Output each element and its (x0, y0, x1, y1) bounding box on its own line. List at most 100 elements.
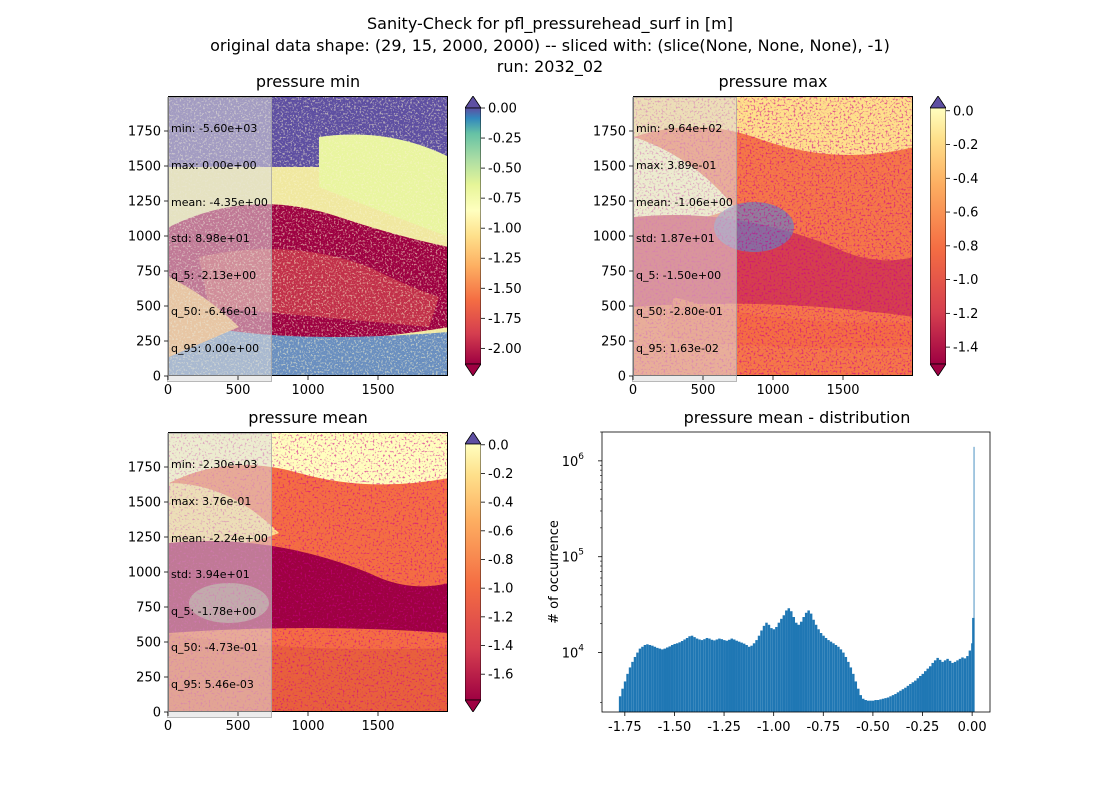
histogram-bar (914, 680, 917, 712)
histogram-bar (730, 638, 733, 712)
y-tick-label: 1750 (128, 125, 161, 140)
hist-x-tick-label: -0.50 (856, 720, 890, 735)
stat-q5: q_5: -2.13e+00 (171, 268, 257, 282)
histogram-bar (762, 625, 766, 712)
histogram-bar (941, 661, 944, 712)
colorbar-extend-top (930, 96, 946, 109)
histogram-bar (797, 624, 800, 712)
y-tick-label: 0 (618, 370, 626, 385)
colorbar-pressure-max (930, 96, 946, 376)
histogram-bar (767, 624, 771, 712)
histogram-bar (787, 608, 791, 712)
stat-q50: q_50: -4.73e-01 (171, 641, 258, 655)
histogram-bar (847, 661, 850, 712)
colorbar-tick-label: 0.0 (488, 438, 509, 453)
y-tick-label: 1500 (593, 160, 626, 175)
histogram-bar (636, 652, 639, 712)
hist-y-tick-label: 104 (562, 644, 585, 662)
histogram-bar (874, 700, 877, 712)
figure-title-line-2: original data shape: (29, 15, 2000, 2000… (210, 36, 890, 55)
histogram-bar (822, 635, 825, 712)
stat-q5: q_5: -1.50e+00 (636, 268, 722, 282)
histogram-bar (755, 640, 758, 712)
histogram-bar (852, 673, 855, 712)
histogram-bar (675, 643, 679, 712)
y-tick-label: 500 (136, 300, 161, 315)
histogram-bar (752, 643, 756, 712)
colorbar-tick-label: 0.00 (488, 102, 517, 117)
hist-y-tick-label: 105 (562, 548, 584, 566)
colorbar-tick-label: -1.75 (488, 312, 522, 327)
histogram-bar (732, 639, 736, 712)
y-tick-label: 1750 (593, 125, 626, 140)
histogram-bar (777, 622, 781, 712)
colorbar-tick-label: -0.6 (953, 206, 978, 221)
x-tick-label: 1500 (361, 719, 394, 734)
stat-q50: q_50: -2.80e-01 (636, 305, 723, 319)
histogram-bar (896, 692, 900, 712)
histogram-bar (933, 660, 937, 712)
y-tick-label: 750 (136, 265, 161, 280)
histogram-bar (886, 697, 890, 712)
hist-x-tick-label: -0.75 (806, 720, 840, 735)
colorbar-tick-label: -1.2 (488, 610, 513, 625)
colorbar-tick-label: -0.75 (488, 192, 522, 207)
histogram-bar (735, 640, 738, 712)
y-tick-label: 500 (136, 636, 161, 651)
colorbar-bar (465, 107, 481, 365)
histogram-bar (747, 646, 751, 712)
y-tick-label: 1250 (128, 531, 161, 546)
hist-x-tick-label: -1.50 (658, 720, 692, 735)
colorbar-tick-label: -0.6 (488, 524, 513, 539)
histogram-frame (601, 431, 991, 713)
histogram-bar (919, 675, 922, 712)
colorbar-extend-top (465, 96, 481, 109)
histogram-bar (643, 644, 647, 712)
histogram-bar (742, 643, 746, 712)
histogram-bar (968, 650, 972, 712)
histogram-bar (901, 689, 905, 712)
histogram-bar (713, 640, 716, 712)
colorbar-tick-label: -0.2 (488, 467, 513, 482)
y-tick-label: 1000 (593, 230, 626, 245)
hist-x-tick-label: -1.00 (757, 720, 791, 735)
x-tick-label: 500 (691, 383, 716, 398)
histogram-bar (799, 621, 803, 712)
histogram-bar (693, 637, 696, 712)
hist-title: pressure mean - distribution (683, 408, 911, 427)
histogram-bar (956, 660, 959, 712)
histogram-bar (653, 646, 657, 712)
histogram-bar (871, 700, 875, 712)
histogram-bar (772, 629, 776, 712)
histogram-bar (700, 640, 704, 712)
histogram-bar (728, 639, 731, 712)
histogram-bar (618, 696, 622, 712)
colorbar-tick-label: -2.00 (488, 342, 522, 357)
colorbar-tick-label: -0.8 (953, 239, 978, 254)
x-tick-label: 1000 (291, 383, 324, 398)
panel-title-pressure-max: pressure max (718, 72, 828, 91)
histogram-bar (894, 693, 897, 712)
x-tick-label: 1500 (826, 383, 859, 398)
y-tick-label: 1750 (128, 461, 161, 476)
colorbar-tick-label: -1.0 (488, 582, 513, 597)
histogram-bar (807, 610, 810, 712)
histogram-bar (829, 641, 833, 712)
histogram-bar (827, 640, 830, 712)
histogram-bar (745, 644, 748, 712)
histogram-bar (698, 639, 701, 712)
histogram-bar (718, 638, 721, 712)
histogram-bar (884, 698, 887, 712)
stat-min: min: -2.30e+03 (171, 458, 258, 472)
histogram-bar (948, 660, 952, 712)
histogram-bar (633, 656, 637, 712)
stat-min: min: -5.60e+03 (171, 122, 258, 136)
histogram-bar (819, 633, 823, 712)
colorbar-tick-label: -1.25 (488, 252, 522, 267)
y-tick-label: 1250 (128, 195, 161, 210)
histogram-bar (839, 649, 843, 712)
histogram-ylabel: # of occurrence (547, 520, 562, 624)
histogram-bar (946, 658, 949, 712)
histogram-bar (757, 635, 761, 712)
